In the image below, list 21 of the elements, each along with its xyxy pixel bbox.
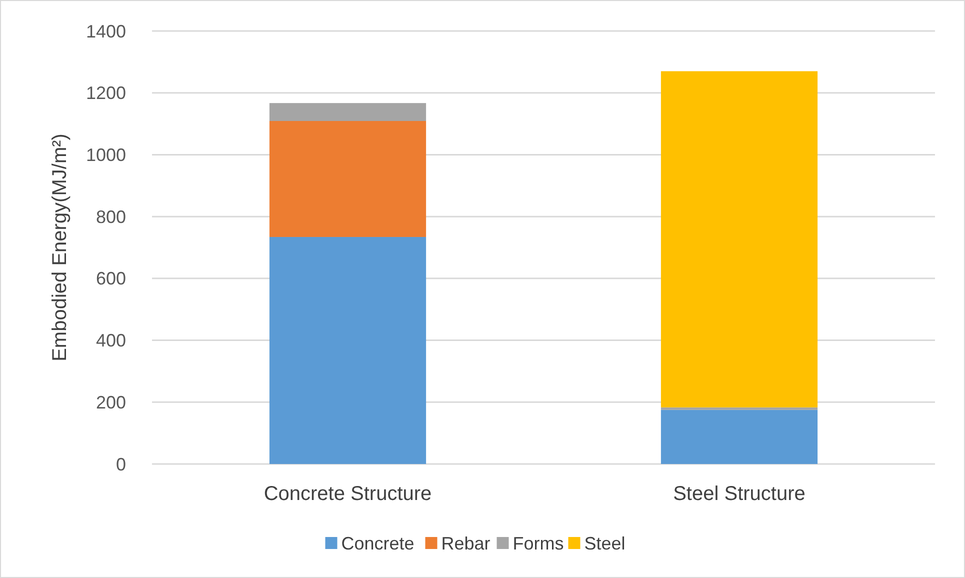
bar bbox=[269, 121, 426, 237]
y-tick-label: 1200 bbox=[86, 83, 126, 104]
bar bbox=[269, 103, 426, 122]
bar bbox=[660, 71, 818, 408]
bar bbox=[660, 407, 818, 410]
x-tick-label: Steel Structure bbox=[673, 483, 806, 505]
y-tick-label: 600 bbox=[96, 268, 126, 289]
bar bbox=[269, 236, 426, 464]
y-tick-label: 1400 bbox=[86, 21, 126, 42]
y-tick-label: 200 bbox=[96, 392, 126, 412]
legend-label: Forms bbox=[512, 533, 564, 554]
y-tick-label: 1000 bbox=[86, 145, 126, 166]
legend-label: Steel bbox=[584, 533, 626, 554]
y-axis-title: Embodied Energy(MJ/m²) bbox=[49, 134, 71, 362]
y-tick-label: 400 bbox=[96, 330, 126, 351]
bar bbox=[660, 410, 818, 464]
legend-label: Rebar bbox=[441, 533, 490, 554]
y-tick-label: 800 bbox=[96, 206, 126, 227]
y-tick-label: 0 bbox=[116, 454, 126, 474]
x-tick-label: Concrete Structure bbox=[264, 483, 432, 505]
legend-label: Concrete bbox=[341, 533, 414, 554]
